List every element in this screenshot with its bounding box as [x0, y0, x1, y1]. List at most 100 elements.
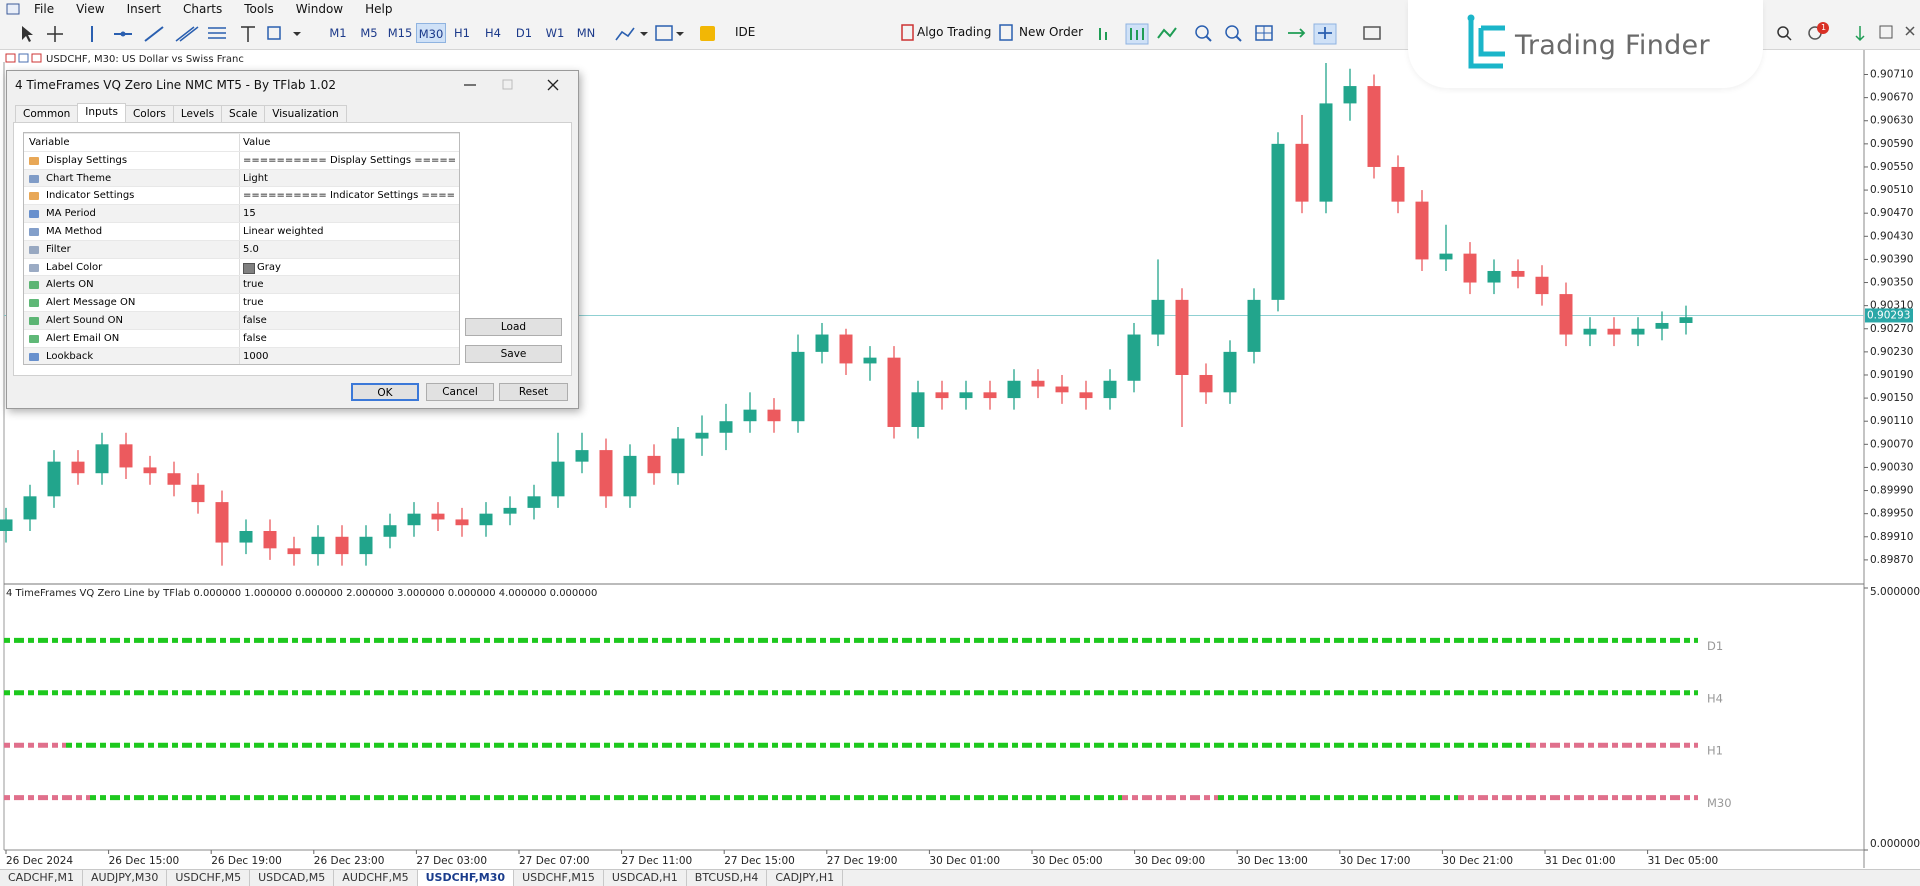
- tool-icons: [1777, 22, 1915, 42]
- time-label: 27 Dec 07:00: [519, 855, 590, 867]
- timeframe-button[interactable]: M5: [360, 26, 378, 40]
- time-label: 27 Dec 19:00: [827, 855, 898, 867]
- chart-tab[interactable]: USDCHF,M15: [514, 870, 604, 886]
- ok-button[interactable]: OK: [351, 383, 419, 401]
- chart-tabs: CADCHF,M1 AUDJPY,M30 USDCHF,M5 USDCAD,M5 AUD…: [0, 869, 1920, 886]
- variable-name: MA Method: [46, 225, 103, 237]
- menu-item[interactable]: Help: [365, 2, 393, 16]
- candle-body: [911, 392, 925, 427]
- variable-value: false: [243, 332, 267, 344]
- candle-body: [359, 536, 373, 555]
- reset-button[interactable]: Reset: [499, 383, 568, 401]
- row-icon: [29, 210, 39, 219]
- menu-item[interactable]: Window: [295, 2, 344, 16]
- column-divider: [239, 258, 240, 276]
- variable-name: Filter: [46, 243, 71, 255]
- candle-body: [167, 473, 181, 485]
- candle-body: [1463, 253, 1477, 283]
- app-icon: [6, 3, 20, 15]
- candle-body: [599, 450, 613, 497]
- input-row[interactable]: MA Period 15: [24, 204, 459, 222]
- input-row[interactable]: Alert Email ON false: [24, 328, 459, 347]
- dialog-tab[interactable]: Scale: [221, 105, 266, 123]
- variable-name: Label Color: [46, 261, 103, 273]
- chart-tab[interactable]: USDCAD,M5: [250, 870, 335, 886]
- variable-name: Lookback: [46, 350, 94, 362]
- input-row[interactable]: Alert Message ON true: [24, 293, 459, 311]
- timeframe-button[interactable]: M30: [416, 23, 446, 43]
- dialog-tab[interactable]: Visualization: [264, 105, 347, 123]
- y-tick-label: 0.90190: [1870, 369, 1913, 381]
- chart-tab[interactable]: CADCHF,M1: [0, 870, 83, 886]
- candle-body: [1559, 294, 1573, 335]
- input-row[interactable]: Display Settings ========== Display Setti…: [24, 150, 459, 169]
- time-label: 26 Dec 15:00: [109, 855, 180, 867]
- y-tick-label: 0.000000: [1870, 838, 1920, 850]
- time-label: 30 Dec 21:00: [1442, 855, 1513, 867]
- candle-body: [1271, 143, 1285, 300]
- column-divider: [239, 329, 240, 347]
- timeframe-button[interactable]: M15: [387, 26, 413, 40]
- timeframe-button[interactable]: H4: [485, 26, 501, 40]
- input-row[interactable]: Alerts ON true: [24, 275, 459, 294]
- variable-name: Alert Sound ON: [46, 314, 124, 326]
- load-button[interactable]: Load: [465, 318, 562, 336]
- watermark-logo: Trading Finder: [1408, 0, 1763, 88]
- dialog-tab[interactable]: Inputs: [77, 103, 126, 123]
- input-row[interactable]: Label Color Gray: [24, 257, 459, 276]
- time-label: 31 Dec 05:00: [1648, 855, 1719, 867]
- chart-tab[interactable]: AUDCHF,M5: [334, 870, 418, 886]
- dialog-tab[interactable]: Levels: [172, 105, 223, 123]
- column-divider: [239, 222, 240, 240]
- input-row[interactable]: Alert Sound ON false: [24, 310, 459, 329]
- row-icon: [29, 156, 39, 165]
- menu-item[interactable]: File: [34, 2, 55, 16]
- menu-item[interactable]: Tools: [244, 2, 274, 16]
- column-divider: [239, 187, 240, 205]
- timeframe-button[interactable]: W1: [545, 26, 565, 40]
- algo-trading-button[interactable]: Algo Trading: [917, 25, 992, 39]
- close[interactable]: [547, 79, 559, 91]
- save-button[interactable]: Save: [465, 345, 562, 363]
- menu-item[interactable]: View: [76, 2, 105, 16]
- candle-body: [215, 502, 229, 543]
- time-label: 27 Dec 03:00: [416, 855, 487, 867]
- chart-tab[interactable]: USDCAD,H1: [604, 870, 687, 886]
- timeframe-button[interactable]: H1: [454, 26, 470, 40]
- chart-tab[interactable]: USDCHF,M30: [417, 870, 515, 886]
- menu-item[interactable]: Insert: [126, 2, 161, 16]
- variable-value: 15: [243, 208, 256, 220]
- timeframe-button[interactable]: MN: [576, 26, 596, 40]
- y-tick-label: 0.90230: [1870, 346, 1913, 358]
- chart-tab[interactable]: BTCUSD,H4: [687, 870, 768, 886]
- row-icon: [29, 334, 39, 343]
- new-order-button[interactable]: New Order: [1019, 25, 1084, 39]
- dialog-tab[interactable]: Common: [15, 105, 79, 123]
- y-tick-label: 5.000000: [1870, 586, 1920, 598]
- timeframe-button[interactable]: D1: [515, 26, 533, 40]
- candle-body: [95, 444, 109, 474]
- chart-tab[interactable]: CADJPY,H1: [767, 870, 844, 886]
- variable-name: Chart Theme: [46, 172, 112, 184]
- candle-body: [1367, 86, 1381, 167]
- last-price-label: 0.90293: [1867, 309, 1910, 321]
- input-row[interactable]: MA Method Linear weighted: [24, 221, 459, 240]
- time-label: 30 Dec 17:00: [1340, 855, 1411, 867]
- ide-button[interactable]: IDE: [735, 25, 756, 39]
- time-label: 30 Dec 09:00: [1135, 855, 1206, 867]
- timeframe-button[interactable]: M1: [329, 26, 347, 40]
- candle-body: [1655, 322, 1669, 329]
- input-row[interactable]: Lookback 1000: [24, 346, 459, 365]
- chart-tab[interactable]: USDCHF,M5: [167, 870, 251, 886]
- chart-tab[interactable]: AUDJPY,M30: [83, 870, 168, 886]
- cancel-button[interactable]: Cancel: [426, 383, 494, 401]
- symbol-header: USDCHF, M30: US Dollar vs Swiss Franc: [46, 54, 244, 65]
- timeframe-label: H1: [1707, 744, 1723, 758]
- input-row[interactable]: Filter 5.0: [24, 239, 459, 258]
- menu-item[interactable]: Charts: [183, 2, 223, 16]
- input-row[interactable]: Chart Theme Light: [24, 168, 459, 187]
- input-row[interactable]: Indicator Settings ========== Indicator S…: [24, 186, 459, 205]
- y-tick-label: 0.90470: [1870, 207, 1913, 219]
- time-label: 30 Dec 13:00: [1237, 855, 1308, 867]
- dialog-tab[interactable]: Colors: [124, 105, 174, 123]
